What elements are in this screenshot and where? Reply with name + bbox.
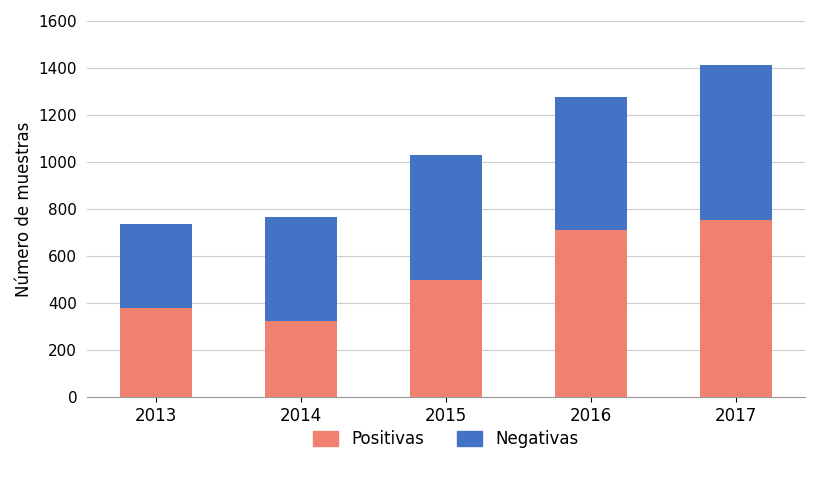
- Bar: [554, 231, 627, 397]
- Bar: [120, 225, 192, 308]
- Bar: [699, 220, 771, 397]
- Bar: [699, 65, 771, 220]
- Bar: [554, 98, 627, 231]
- Bar: [265, 321, 337, 397]
- Legend: Positivas, Negativas: Positivas, Negativas: [304, 422, 586, 457]
- Bar: [120, 308, 192, 397]
- Bar: [410, 280, 482, 397]
- Bar: [410, 155, 482, 280]
- Y-axis label: Número de muestras: Número de muestras: [15, 122, 33, 297]
- Bar: [265, 218, 337, 321]
